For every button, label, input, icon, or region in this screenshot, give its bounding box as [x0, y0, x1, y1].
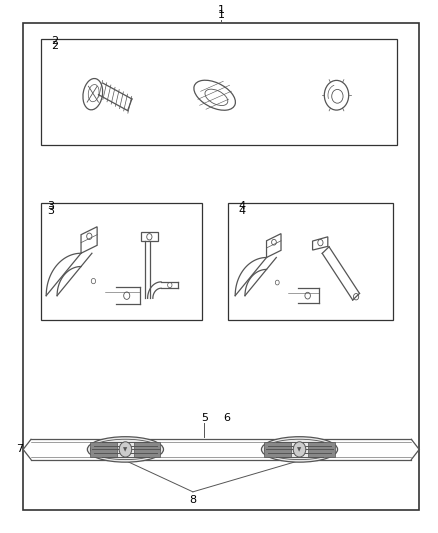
Text: 2: 2	[51, 36, 59, 46]
Bar	[308, 441, 335, 457]
Text: 1: 1	[218, 5, 225, 14]
Ellipse shape	[261, 437, 338, 462]
Text: 3: 3	[47, 200, 54, 211]
Text: ▼: ▼	[124, 447, 127, 452]
Bar	[265, 441, 291, 457]
Bar	[228, 203, 393, 319]
Text: 5: 5	[201, 413, 208, 423]
Text: 6: 6	[223, 413, 230, 423]
Bar	[41, 203, 201, 319]
Text: 7: 7	[16, 445, 23, 455]
Ellipse shape	[87, 437, 163, 462]
Text: 8: 8	[189, 495, 197, 505]
Bar	[134, 441, 160, 457]
Text: 2: 2	[51, 41, 59, 51]
Circle shape	[293, 442, 306, 457]
Bar	[90, 441, 117, 457]
Circle shape	[119, 442, 132, 457]
Bar	[41, 38, 397, 144]
Text: 1: 1	[218, 10, 225, 20]
Text: 4: 4	[239, 206, 246, 215]
Text: ▼: ▼	[297, 447, 302, 452]
Text: 3: 3	[47, 206, 54, 215]
Text: 4: 4	[239, 200, 246, 211]
